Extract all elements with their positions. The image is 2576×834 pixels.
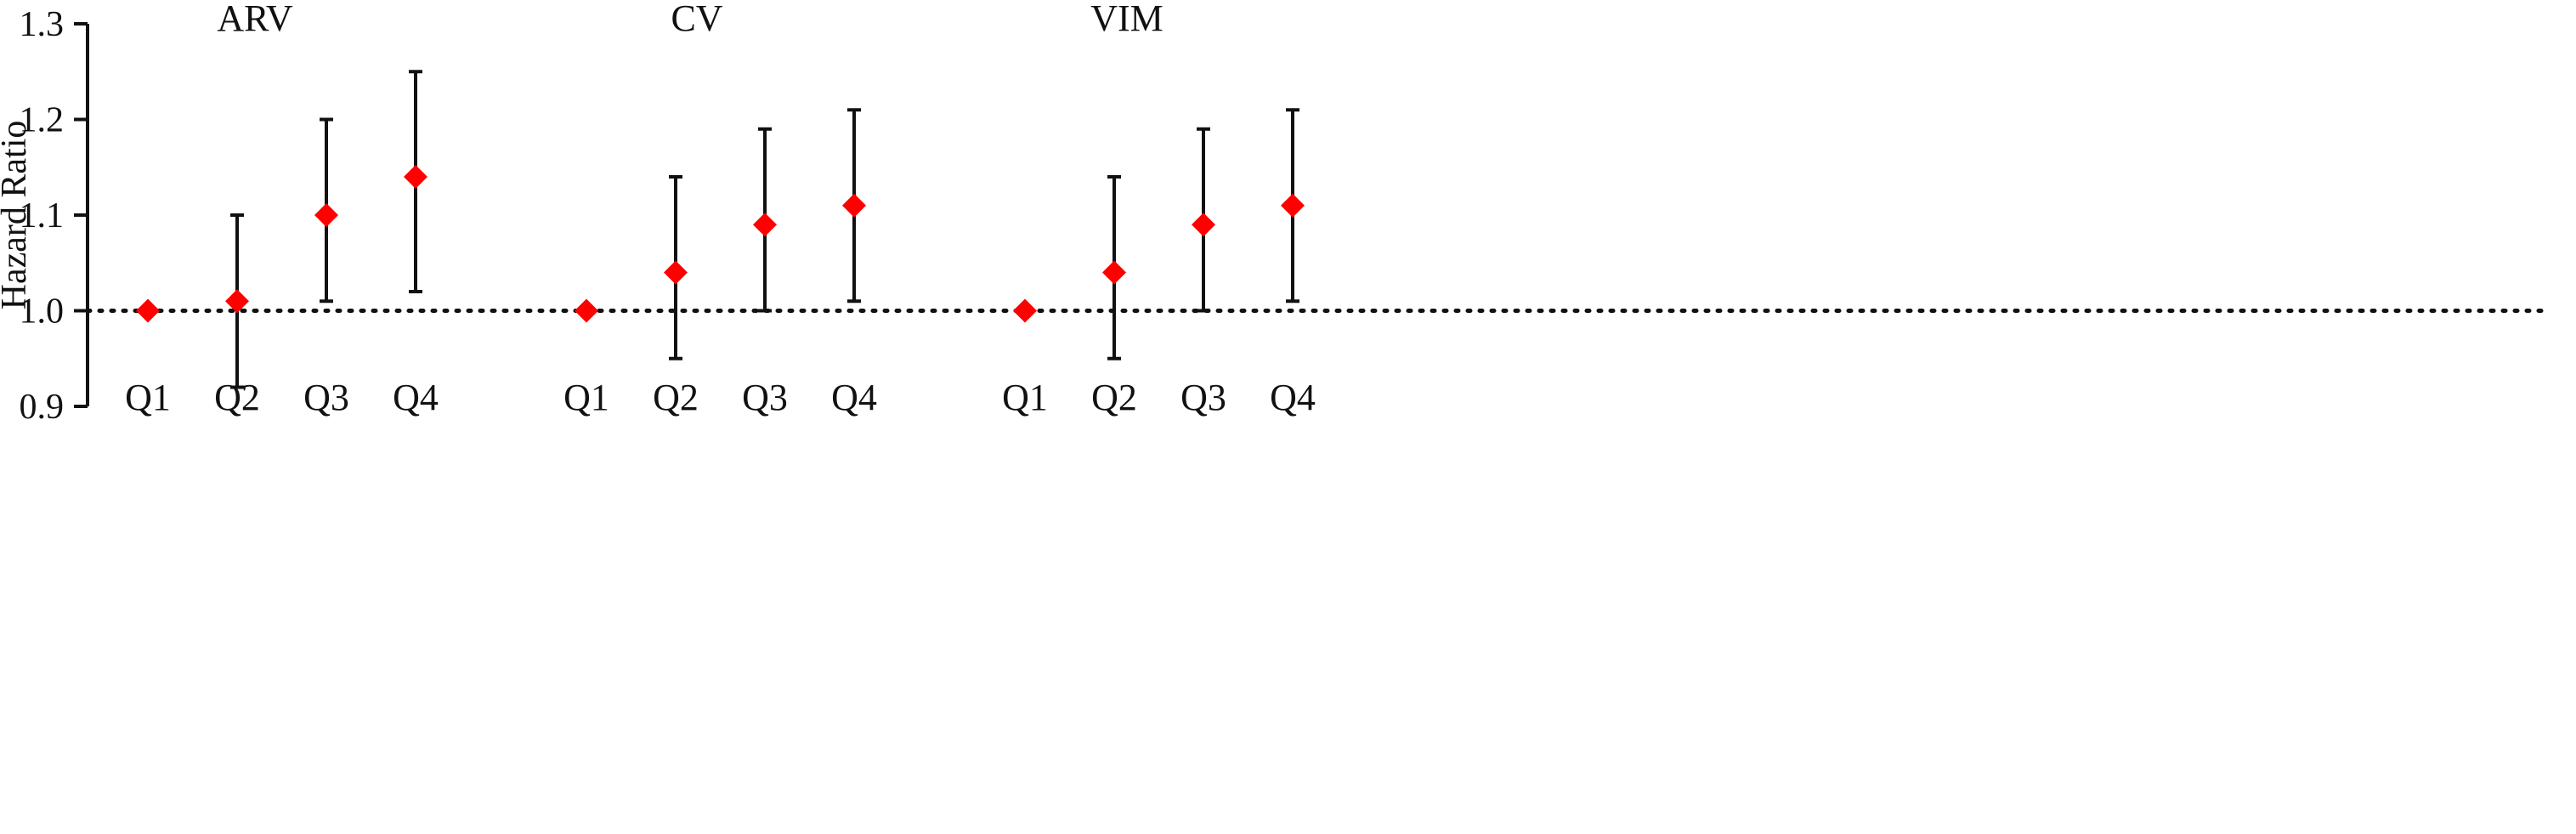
category-label: Q4 bbox=[1270, 377, 1316, 418]
category-label: Q3 bbox=[303, 377, 349, 418]
y-tick-label: 1.3 bbox=[20, 5, 65, 44]
axes-layer bbox=[74, 22, 89, 408]
markers-layer bbox=[136, 165, 1305, 323]
category-label: Q1 bbox=[563, 377, 609, 418]
data-point-marker bbox=[1192, 213, 1215, 237]
data-point-marker bbox=[575, 298, 598, 323]
data-point-marker bbox=[664, 260, 688, 285]
category-label: Q3 bbox=[1180, 377, 1226, 418]
category-label: Q2 bbox=[653, 377, 699, 418]
category-label: Q1 bbox=[1002, 377, 1048, 418]
category-label: Q2 bbox=[1091, 377, 1137, 418]
category-label: Q4 bbox=[393, 377, 439, 418]
y-tick-label: 0.9 bbox=[20, 388, 65, 427]
data-point-marker bbox=[314, 203, 338, 227]
data-point-marker bbox=[136, 298, 160, 323]
data-point-marker bbox=[842, 193, 866, 218]
data-point-marker bbox=[1102, 260, 1126, 285]
category-label: Q3 bbox=[742, 377, 788, 418]
group-title: ARV bbox=[217, 0, 293, 39]
category-label: Q1 bbox=[125, 377, 171, 418]
data-point-marker bbox=[1013, 298, 1037, 323]
category-label: Q2 bbox=[214, 377, 260, 418]
data-point-marker bbox=[1281, 193, 1305, 218]
labels-layer: 0.9 1.0 1.1 1.2 1.3 Hazard Ratio ARV Q1 Q2 Q3 Q4 CV… bbox=[0, 0, 1316, 427]
data-point-marker bbox=[404, 165, 427, 189]
y-axis-label: Hazard Ratio bbox=[0, 121, 34, 310]
data-point-marker bbox=[225, 289, 249, 314]
y-tick-label: 1.2 bbox=[20, 101, 65, 140]
group-title: VIM bbox=[1090, 0, 1163, 39]
data-point-marker bbox=[753, 213, 777, 237]
group-title: CV bbox=[671, 0, 722, 39]
y-tick-label: 1.0 bbox=[20, 292, 65, 332]
category-label: Q4 bbox=[831, 377, 877, 418]
y-tick-label: 1.1 bbox=[20, 196, 65, 235]
